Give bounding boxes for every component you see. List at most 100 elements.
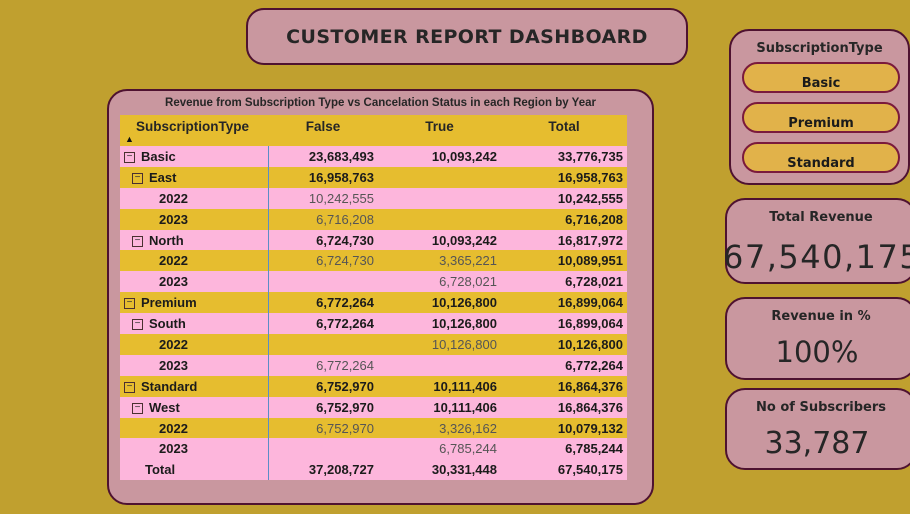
slicer-option-premium[interactable]: Premium xyxy=(742,102,900,133)
cell-false xyxy=(268,438,378,460)
row-label: North xyxy=(149,232,184,248)
minus-box-icon[interactable]: − xyxy=(124,381,135,393)
matrix-title: Revenue from Subscription Type vs Cancel… xyxy=(165,97,596,109)
minus-box-icon[interactable]: − xyxy=(124,298,135,310)
subscribers-card: No of Subscribers 33,787 xyxy=(725,388,910,470)
card-label: Total Revenue xyxy=(769,210,873,225)
cell-false: 23,683,493 xyxy=(268,146,378,167)
row-label: West xyxy=(149,399,180,415)
revenue-percent-card: Revenue in % 100% xyxy=(725,297,910,380)
minus-box-icon[interactable]: − xyxy=(132,402,143,414)
cell-true: 3,365,221 xyxy=(378,250,501,272)
cell-false: 6,752,970 xyxy=(268,396,378,418)
cell-false: 6,752,970 xyxy=(268,417,378,439)
row-label: Premium xyxy=(141,295,197,311)
row-label: South xyxy=(149,316,186,332)
cell-total: 6,772,264 xyxy=(501,354,627,376)
table-row-year: 2023 6,785,244 6,785,244 xyxy=(120,438,627,460)
table-row-year: 2023 6,728,021 6,728,021 xyxy=(120,271,627,293)
slicer-title: SubscriptionType xyxy=(756,41,883,56)
card-label: No of Subscribers xyxy=(756,400,886,415)
cell-total: 16,899,064 xyxy=(501,292,627,314)
table-row-year: 2023 6,716,208 6,716,208 xyxy=(120,208,627,230)
cell-total: 10,126,800 xyxy=(501,334,627,355)
subscription-type-slicer: SubscriptionType Basic Premium Standard xyxy=(729,29,910,185)
cell-true: 10,093,242 xyxy=(378,146,501,167)
header-total[interactable]: Total xyxy=(501,115,627,146)
table-row-year: 2022 6,752,970 3,326,162 10,079,132 xyxy=(120,417,627,439)
cell-false: 6,772,264 xyxy=(268,292,378,314)
minus-box-icon[interactable]: − xyxy=(124,152,135,163)
row-label: East xyxy=(149,169,177,185)
header-false[interactable]: False xyxy=(268,115,378,146)
cell-total: 10,079,132 xyxy=(501,417,627,439)
card-value: 100% xyxy=(775,335,859,369)
row-label: 2022 xyxy=(120,417,269,439)
cell-false: 6,724,730 xyxy=(268,250,378,272)
cell-false: 6,724,730 xyxy=(268,229,378,251)
cell-true: 10,093,242 xyxy=(378,229,501,251)
table-row-year: 2022 10,126,800 10,126,800 xyxy=(120,334,627,355)
row-label: 2023 xyxy=(120,208,269,230)
cell-true: 6,728,021 xyxy=(378,271,501,293)
cell-total: 6,728,021 xyxy=(501,271,627,293)
sort-ascending-icon[interactable]: ▲ xyxy=(125,134,134,144)
cell-total: 33,776,735 xyxy=(501,146,627,167)
minus-box-icon[interactable]: − xyxy=(132,319,143,331)
cell-true: 10,126,800 xyxy=(378,334,501,355)
cell-total: 67,540,175 xyxy=(501,459,627,481)
cell-true: 10,111,406 xyxy=(378,396,501,418)
cell-true: 10,126,800 xyxy=(378,292,501,314)
cell-false: 6,752,970 xyxy=(268,375,378,397)
cell-false: 6,716,208 xyxy=(268,208,378,230)
row-label: Basic xyxy=(141,148,176,164)
row-label: 2023 xyxy=(120,438,269,460)
row-label: Standard xyxy=(141,378,198,394)
slicer-option-standard[interactable]: Standard xyxy=(742,142,900,173)
cell-total: 16,864,376 xyxy=(501,375,627,397)
table-row-total: Total 37,208,727 30,331,448 67,540,175 xyxy=(120,459,627,481)
cell-true xyxy=(378,166,501,188)
cell-total: 6,785,244 xyxy=(501,438,627,460)
slicer-option-basic[interactable]: Basic xyxy=(742,62,900,93)
table-row-region: − West 6,752,970 10,111,406 16,864,376 xyxy=(120,396,627,418)
cell-true: 6,785,244 xyxy=(378,438,501,460)
cell-false: 6,772,264 xyxy=(268,313,378,335)
row-label: Total xyxy=(120,459,269,481)
table-row-region: − North 6,724,730 10,093,242 16,817,972 xyxy=(120,229,627,251)
card-value: 33,787 xyxy=(764,426,870,461)
row-label: 2023 xyxy=(120,354,269,376)
header-subscription-type[interactable]: SubscriptionType ▲ xyxy=(120,115,268,146)
row-label: 2022 xyxy=(120,334,269,355)
revenue-matrix-panel: Revenue from Subscription Type vs Cancel… xyxy=(107,89,654,505)
card-label: Revenue in % xyxy=(771,309,871,324)
header-true[interactable]: True xyxy=(378,115,501,146)
table-row-subscription: − Standard 6,752,970 10,111,406 16,864,37… xyxy=(120,375,627,397)
table-row-subscription: − Basic 23,683,493 10,093,242 33,776,735 xyxy=(120,146,627,167)
row-label: 2022 xyxy=(120,187,269,209)
cell-total: 16,958,763 xyxy=(501,166,627,188)
cell-true xyxy=(378,187,501,209)
minus-box-icon[interactable]: − xyxy=(132,172,143,184)
revenue-matrix[interactable]: SubscriptionType ▲ False True Total − Bas… xyxy=(120,115,627,481)
cell-true: 30,331,448 xyxy=(378,459,501,481)
cell-total: 16,899,064 xyxy=(501,313,627,335)
row-label: 2022 xyxy=(120,250,269,272)
table-row-region: − East 16,958,763 16,958,763 xyxy=(120,166,627,188)
card-value: 67,540,175 xyxy=(723,238,910,276)
table-row-region: − South 6,772,264 10,126,800 16,899,064 xyxy=(120,313,627,335)
total-revenue-card: Total Revenue 67,540,175 xyxy=(723,198,910,284)
cell-false: 16,958,763 xyxy=(268,166,378,188)
dashboard-title-box: CUSTOMER REPORT DASHBOARD xyxy=(246,8,688,65)
cell-false: 10,242,555 xyxy=(268,187,378,209)
cell-total: 6,716,208 xyxy=(501,208,627,230)
cell-true: 3,326,162 xyxy=(378,417,501,439)
minus-box-icon[interactable]: − xyxy=(132,235,143,247)
cell-true: 10,126,800 xyxy=(378,313,501,335)
cell-false xyxy=(268,271,378,293)
cell-false: 37,208,727 xyxy=(268,459,378,481)
table-row-year: 2022 10,242,555 10,242,555 xyxy=(120,187,627,209)
cell-false xyxy=(268,334,378,355)
cell-true xyxy=(378,208,501,230)
cell-total: 10,242,555 xyxy=(501,187,627,209)
